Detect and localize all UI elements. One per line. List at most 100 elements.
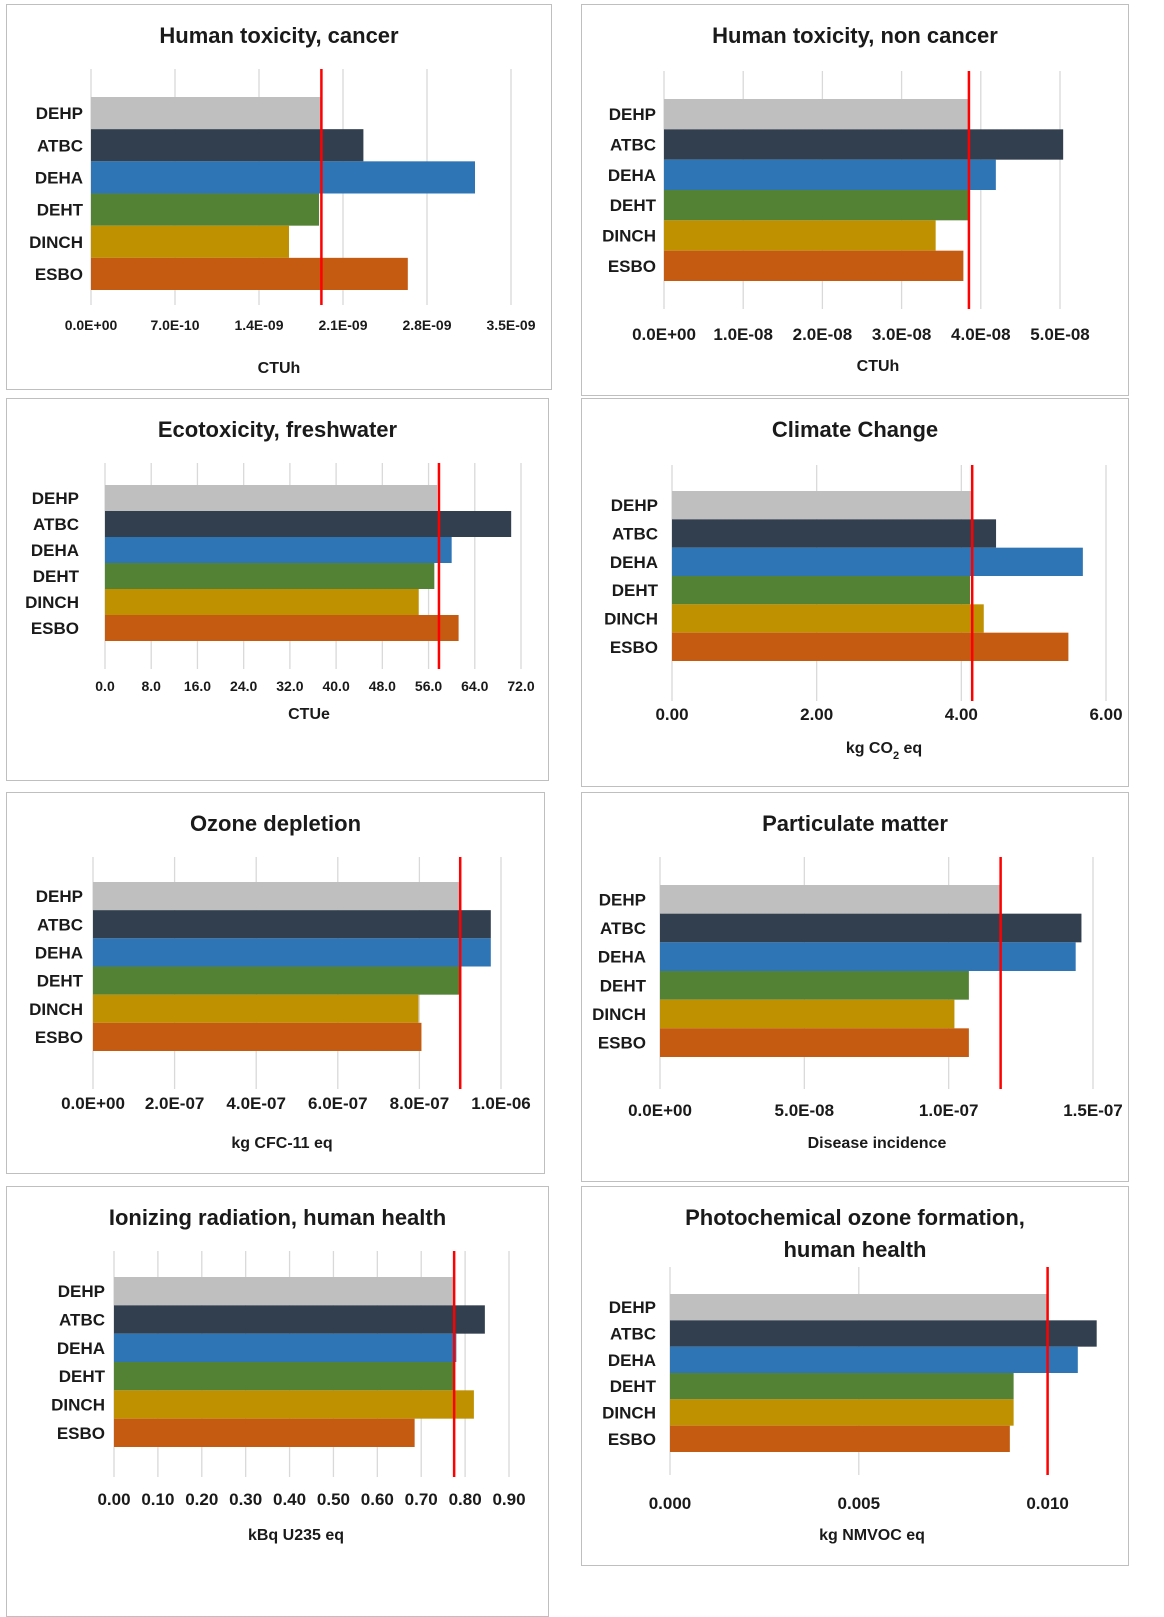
x-axis-label: CTUh bbox=[258, 360, 301, 377]
tick-label: 56.0 bbox=[415, 678, 442, 694]
tick-label: 0.90 bbox=[492, 1490, 525, 1509]
category-label: DEHP bbox=[609, 105, 656, 124]
chart-svg: Human toxicity, non cancer DEHP ATBC DEHA DE… bbox=[602, 23, 1090, 375]
bar-dinch bbox=[114, 1390, 474, 1419]
bar-esbo bbox=[93, 1022, 422, 1051]
bar-dinch bbox=[105, 589, 419, 615]
category-label: DINCH bbox=[604, 610, 658, 629]
bar-deha bbox=[91, 161, 475, 194]
chart-climate-change: Climate Change DEHP ATBC DEHA DEHT DINCH ESBO 0… bbox=[581, 398, 1129, 787]
bar-deht bbox=[93, 966, 461, 995]
category-label: DEHT bbox=[600, 976, 647, 995]
category-label: ESBO bbox=[610, 638, 658, 657]
category-label: DEHT bbox=[612, 581, 659, 600]
category-label: ATBC bbox=[600, 919, 646, 938]
tick-label: 0.00 bbox=[655, 705, 688, 724]
category-label: DINCH bbox=[602, 227, 656, 246]
tick-label: 4.0E-08 bbox=[951, 325, 1011, 344]
bar-deht bbox=[105, 563, 435, 589]
category-label: ATBC bbox=[59, 1311, 105, 1330]
category-label: ESBO bbox=[31, 619, 79, 638]
bar-atbc bbox=[114, 1305, 485, 1334]
bar-dehp bbox=[105, 485, 438, 511]
x-axis-label: CTUh bbox=[857, 358, 900, 375]
category-label: DEHA bbox=[608, 1351, 656, 1370]
category-label: ATBC bbox=[610, 136, 656, 155]
category-label: ESBO bbox=[35, 265, 83, 284]
bar-dinch bbox=[672, 604, 984, 633]
category-label: DEHT bbox=[37, 201, 84, 220]
bar-esbo bbox=[91, 257, 408, 290]
category-label: DINCH bbox=[29, 1000, 83, 1019]
chart-human-toxicity-cancer: Human toxicity, cancer DEHP ATBC DEHA DEHT DI… bbox=[6, 4, 552, 390]
category-label: DEHT bbox=[37, 972, 84, 991]
tick-label: 6.0E-07 bbox=[308, 1094, 368, 1113]
category-label: DEHP bbox=[32, 489, 79, 508]
chart-title: Ionizing radiation, human health bbox=[109, 1205, 446, 1230]
chart-particulate-matter: Particulate matter DEHP ATBC DEHA DEHT DINCH E… bbox=[581, 792, 1129, 1182]
x-axis-label: kg CFC-11 eq bbox=[231, 1135, 332, 1152]
category-label: DEHA bbox=[31, 541, 79, 560]
tick-label: 64.0 bbox=[461, 678, 488, 694]
tick-label: 1.0E-08 bbox=[713, 325, 773, 344]
tick-label: 2.8E-09 bbox=[402, 317, 451, 333]
category-label: DEHT bbox=[59, 1367, 106, 1386]
category-label: DEHP bbox=[599, 890, 646, 909]
bar-deht bbox=[660, 971, 969, 1000]
bar-esbo bbox=[672, 632, 1069, 661]
tick-label: 3.5E-09 bbox=[486, 317, 535, 333]
tick-label: 4.00 bbox=[945, 705, 978, 724]
category-label: DEHA bbox=[608, 166, 656, 185]
bar-dehp bbox=[672, 491, 973, 520]
category-label: ATBC bbox=[37, 136, 83, 155]
tick-label: 2.1E-09 bbox=[318, 317, 367, 333]
bar-deha bbox=[670, 1346, 1078, 1373]
tick-label: 1.4E-09 bbox=[234, 317, 283, 333]
x-axis-label: kBq U235 eq bbox=[248, 1527, 344, 1544]
category-label: DEHA bbox=[610, 553, 658, 572]
category-label: ATBC bbox=[33, 515, 79, 534]
bar-deht bbox=[670, 1373, 1014, 1400]
tick-label: 0.000 bbox=[649, 1494, 692, 1513]
tick-label: 1.0E-07 bbox=[919, 1101, 979, 1120]
bar-dinch bbox=[91, 225, 289, 258]
bar-dehp bbox=[93, 882, 461, 911]
chart-photochemical-ozone-formation: Photochemical ozone formation, human heal… bbox=[581, 1186, 1129, 1566]
tick-label: 0.70 bbox=[405, 1490, 438, 1509]
bar-dehp bbox=[660, 885, 1001, 914]
bar-dinch bbox=[93, 994, 419, 1023]
chart-svg: Climate Change DEHP ATBC DEHA DEHT DINCH ESBO 0… bbox=[604, 417, 1122, 762]
bar-deha bbox=[672, 547, 1083, 576]
tick-label: 0.005 bbox=[838, 1494, 881, 1513]
tick-label: 2.00 bbox=[800, 705, 833, 724]
bar-atbc bbox=[664, 129, 1064, 160]
tick-label: 0.00 bbox=[97, 1490, 130, 1509]
chart-svg: Ionizing radiation, human health DEHP ATBC… bbox=[51, 1205, 525, 1544]
tick-label: 0.50 bbox=[317, 1490, 350, 1509]
bar-deht bbox=[91, 193, 319, 226]
bar-esbo bbox=[105, 615, 459, 641]
category-label: DEHP bbox=[36, 104, 83, 123]
bar-atbc bbox=[672, 519, 997, 548]
chart-ecotoxicity-freshwater: Ecotoxicity, freshwater DEHP ATBC DEHA DEHT D… bbox=[6, 398, 549, 781]
chart-title: Human toxicity, non cancer bbox=[712, 23, 998, 48]
chart-title: Ecotoxicity, freshwater bbox=[158, 417, 398, 442]
bar-deha bbox=[660, 942, 1076, 971]
bar-atbc bbox=[105, 511, 512, 537]
tick-label: 6.00 bbox=[1089, 705, 1122, 724]
tick-label: 48.0 bbox=[369, 678, 396, 694]
bar-atbc bbox=[93, 910, 491, 939]
tick-label: 5.0E-08 bbox=[775, 1101, 835, 1120]
category-label: ESBO bbox=[608, 257, 656, 276]
tick-label: 16.0 bbox=[184, 678, 211, 694]
tick-label: 1.5E-07 bbox=[1063, 1101, 1123, 1120]
bar-deht bbox=[114, 1362, 455, 1391]
category-label: DEHP bbox=[58, 1282, 105, 1301]
bar-deha bbox=[93, 938, 491, 967]
chart-ionizing-radiation: Ionizing radiation, human health DEHP ATBC… bbox=[6, 1186, 549, 1617]
tick-label: 32.0 bbox=[276, 678, 303, 694]
tick-label: 0.0E+00 bbox=[65, 317, 118, 333]
chart-title: Ozone depletion bbox=[190, 811, 361, 836]
bar-atbc bbox=[660, 913, 1082, 943]
category-label: ATBC bbox=[612, 525, 658, 544]
